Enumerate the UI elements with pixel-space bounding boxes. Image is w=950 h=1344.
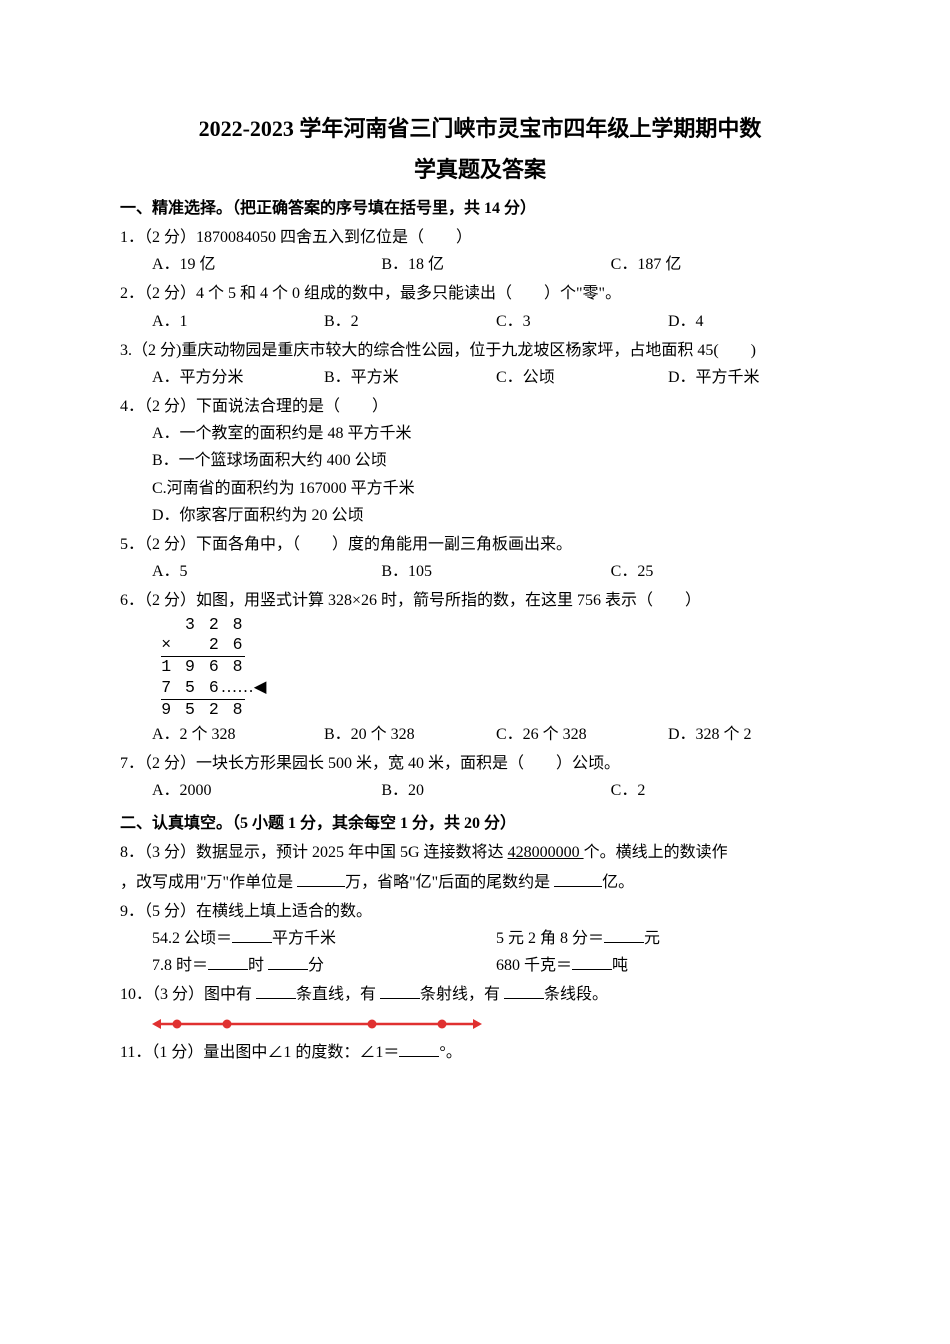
q9-d: 680 千克＝ 吨 (496, 952, 840, 979)
q6-opt-a: A．2 个 328 (152, 721, 324, 748)
q5-opt-a: A．5 (152, 558, 381, 585)
q11-end: °。 (439, 1044, 461, 1061)
calc-r5: 9 5 2 8 (161, 699, 244, 721)
q10-mid2: 条射线，有 (420, 986, 504, 1003)
q4-opt-a: A．一个教室的面积约是 48 平方千米 (152, 420, 840, 447)
question-10: 10．（3 分）图中有 条直线，有 条射线，有 条线段。 (120, 981, 840, 1008)
question-6-options: A．2 个 328 B．20 个 328 C．26 个 328 D．328 个 … (152, 721, 840, 748)
q2-opt-d: D．4 (668, 308, 840, 335)
q9-b: 5 元 2 角 8 分＝ 元 (496, 925, 840, 952)
q2-opt-c: C．3 (496, 308, 668, 335)
q9-b1: 5 元 2 角 8 分＝ (496, 930, 604, 947)
question-3-options: A．平方分米 B．平方米 C．公顷 D．平方千米 (152, 364, 840, 391)
question-5-options: A．5 B．105 C．25 (152, 558, 840, 585)
q2-opt-b: B．2 (324, 308, 496, 335)
q9-b2: 元 (644, 930, 660, 947)
q3-opt-a: A．平方分米 (152, 364, 324, 391)
question-6: 6．（2 分）如图，用竖式计算 328×26 时，箭号所指的数，在这里 756 … (120, 587, 840, 614)
q4-opt-b: B．一个篮球场面积大约 400 公顷 (152, 447, 840, 474)
q9-a: 54.2 公顷＝ 平方千米 (152, 925, 496, 952)
q9-d1: 680 千克＝ (496, 957, 572, 974)
q10-blank-2 (380, 983, 420, 999)
question-1-options: A．19 亿 B．18 亿 C．187 亿 (152, 251, 840, 278)
q6-opt-c: C．26 个 328 (496, 721, 668, 748)
q9-c3: 分 (308, 957, 324, 974)
question-8-line2: ，改写成用"万"作单位是 万，省略"亿"后面的尾数约是 亿。 (120, 869, 840, 896)
vertical-calculation: 3 2 8 × 2 6 1 9 6 8 7 5 6……◀ 9 5 2 8 (161, 615, 840, 721)
q9-c: 7.8 时＝ 时 分 (152, 952, 496, 979)
q1-opt-a: A．19 亿 (152, 251, 381, 278)
q8-number: 428000000 (508, 844, 584, 861)
q8-blank-2 (554, 871, 602, 887)
q7-opt-a: A．2000 (152, 777, 381, 804)
q9-blank-c1 (208, 954, 248, 970)
calc-r2: × 2 6 (161, 635, 244, 654)
question-8: 8．（3 分）数据显示，预计 2025 年中国 5G 连接数将达 4280000… (120, 839, 840, 866)
q6-opt-b: B．20 个 328 (324, 721, 496, 748)
line-diagram (152, 1013, 840, 1035)
question-2: 2．（2 分）4 个 5 和 4 个 0 组成的数中，最多只能读出（ ）个"零"… (120, 280, 840, 307)
q9-blank-b (604, 927, 644, 943)
q3-opt-d: D．平方千米 (668, 364, 840, 391)
question-1: 1．（2 分）1870084050 四舍五入到亿位是（ ） (120, 224, 840, 251)
q11-blank (399, 1041, 439, 1057)
q8-line2-pre: ，改写成用"万"作单位是 (120, 874, 297, 891)
q9-blank-c2 (268, 954, 308, 970)
question-3: 3.（2 分)重庆动物园是重庆市较大的综合性公园，位于九龙坡区杨家坪，占地面积 … (120, 337, 840, 364)
q10-blank-3 (504, 983, 544, 999)
question-7: 7．（2 分）一块长方形果园长 500 米，宽 40 米，面积是（ ）公顷。 (120, 750, 840, 777)
calc-r1: 3 2 8 (161, 615, 244, 634)
q2-opt-a: A．1 (152, 308, 324, 335)
q3-opt-c: C．公顷 (496, 364, 668, 391)
q8-end: 亿。 (602, 874, 634, 891)
q10-end: 条线段。 (544, 986, 608, 1003)
calc-arrow: ……◀ (221, 677, 267, 696)
q7-opt-b: B．20 (381, 777, 610, 804)
question-5: 5．（2 分）下面各角中，（ ）度的角能用一副三角板画出来。 (120, 531, 840, 558)
line-diagram-svg (152, 1013, 492, 1035)
q4-opt-d: D．你家客厅面积约为 20 公顷 (152, 502, 840, 529)
q9-a2: 平方千米 (272, 930, 336, 947)
q8-pre: 8．（3 分）数据显示，预计 2025 年中国 5G 连接数将达 (120, 844, 508, 861)
q5-opt-c: C．25 (611, 558, 840, 585)
q10-blank-1 (256, 983, 296, 999)
q10-mid1: 条直线，有 (296, 986, 380, 1003)
question-7-options: A．2000 B．20 C．2 (152, 777, 840, 804)
q9-a1: 54.2 公顷＝ (152, 930, 232, 947)
question-4: 4．（2 分）下面说法合理的是（ ） (120, 393, 840, 420)
q8-post1: 个。横线上的数读作 (584, 844, 728, 861)
q8-blank-1 (297, 871, 345, 887)
q5-opt-b: B．105 (381, 558, 610, 585)
q11-pre: 11．（1 分）量出图中∠1 的度数：∠1＝ (120, 1044, 399, 1061)
question-9: 9．（5 分）在横线上填上适合的数。 (120, 898, 840, 925)
q1-opt-c: C．187 亿 (611, 251, 840, 278)
q10-pre: 10．（3 分）图中有 (120, 986, 256, 1003)
q6-opt-d: D．328 个 2 (668, 721, 840, 748)
q9-row-1: 54.2 公顷＝ 平方千米 5 元 2 角 8 分＝ 元 (152, 925, 840, 952)
q9-blank-d (572, 954, 612, 970)
q1-opt-b: B．18 亿 (381, 251, 610, 278)
section-1-header: 一、精准选择。（把正确答案的序号填在括号里，共 14 分） (120, 195, 840, 222)
q9-row-2: 7.8 时＝ 时 分 680 千克＝ 吨 (152, 952, 840, 979)
calc-r3: 1 9 6 8 (161, 656, 244, 678)
calc-r4: 7 5 6 (161, 678, 221, 697)
q9-c1: 7.8 时＝ (152, 957, 208, 974)
q8-mid: 万，省略"亿"后面的尾数约是 (345, 874, 554, 891)
question-2-options: A．1 B．2 C．3 D．4 (152, 308, 840, 335)
q3-opt-b: B．平方米 (324, 364, 496, 391)
page-title-line2: 学真题及答案 (120, 151, 840, 188)
q9-c2: 时 (248, 957, 268, 974)
q9-blank-a (232, 927, 272, 943)
section-2-header: 二、认真填空。（5 小题 1 分，其余每空 1 分，共 20 分） (120, 810, 840, 837)
question-11: 11．（1 分）量出图中∠1 的度数：∠1＝ °。 (120, 1039, 840, 1066)
page-title-line1: 2022-2023 学年河南省三门峡市灵宝市四年级上学期期中数 (120, 110, 840, 147)
q9-d2: 吨 (612, 957, 628, 974)
q4-opt-c: C.河南省的面积约为 167000 平方千米 (152, 475, 840, 502)
q7-opt-c: C．2 (611, 777, 840, 804)
